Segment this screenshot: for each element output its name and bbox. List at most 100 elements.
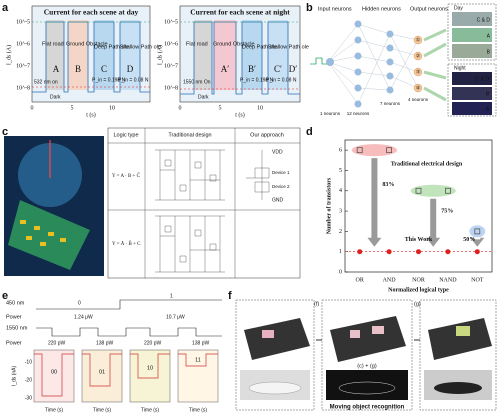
table-header: Our approach [250,132,284,138]
y-tick-label: 10^-8 [164,85,178,91]
panel-label: a [2,2,9,14]
frame-box [235,299,315,411]
layer-label: Hidden neurons [362,6,401,12]
point [474,249,480,255]
scene-letter: B′ [248,64,256,74]
power: 1.24 μW [74,314,93,320]
layer-label: Input neurons [318,6,352,12]
scene-band [268,20,288,90]
y-tick-label: -20 [25,377,32,383]
day-label: Day [454,5,463,11]
annotation: 50% [463,237,475,243]
class-arrows [423,28,447,102]
state: 1 [170,293,173,299]
point [415,187,422,194]
table-header: Logic type [113,132,138,138]
frame-tag: (g) [414,301,421,307]
scene-label: Flat road [42,41,64,47]
device-label: Device 1 [272,170,290,175]
row-label: Power [6,340,22,346]
scene-label: Flat road [186,41,208,47]
scene-letter: A [53,64,60,74]
plot-frame [344,139,493,273]
point [444,187,451,194]
point [445,249,451,255]
x-tick-label: 0 [179,105,182,111]
signal-1550 [36,327,222,337]
frame-box [321,299,413,411]
y-tick-label: 10^-8 [16,85,30,91]
day-box [447,3,497,61]
caption: Moving object recognition [330,405,405,411]
scene-band [46,20,64,90]
class-label: A′ [486,106,490,112]
logic-expression: Y = A · B + C̄ [112,173,141,179]
pixel-pattern [262,330,274,338]
highlight [469,225,486,238]
source-label: 532 nm on [34,79,58,85]
output-id: ① [416,37,421,43]
scene-label: Shallow Path ole [268,44,309,50]
y-axis-label: I_ds (A) [5,45,12,65]
source-label: 1550 nm On [183,79,211,85]
x-tick-label: NOR [412,277,425,283]
car [434,382,482,394]
input-pulse [310,57,328,65]
scene-label: Deep Path ole [242,44,277,50]
device-label: Device 2 [272,184,290,189]
class-label: B′ [486,91,490,97]
y-tick-label: 6 [339,148,342,154]
code: 00 [51,369,57,375]
output-neurons [413,35,423,93]
reduction-arrow [470,237,485,247]
code: 11 [195,357,201,363]
series-label: This Work [405,237,433,243]
scene-letter: D′ [289,64,297,74]
class-label: C′ & D′ [475,76,490,82]
point [386,147,393,154]
scene-band [194,20,212,90]
frame-box [419,299,497,411]
network-links [327,23,419,105]
x-tick-label: 5 [219,105,222,111]
device-label: VDD [272,149,283,155]
x-tick-label: OR [356,277,364,283]
x-tick-label: NOT [471,277,484,283]
power: 220 pW [144,340,162,346]
scene-image [452,28,492,42]
output-id: ② [416,53,421,59]
x-tick-label: NAND [439,277,457,283]
output-id: ④ [416,85,421,91]
scene-letter: C [101,64,107,74]
panel-e: e 450 nm Power 1550 nm Power 0 1 1.24 μW… [2,290,222,413]
panel-label: d [306,126,313,138]
dark-label: Dark [198,94,209,100]
panel-c: c Logic type Traditional design Our appr… [2,126,301,279]
scene-image [452,72,492,85]
x-tick-label: 0 [31,105,34,111]
x-tick-label: AND [383,277,397,283]
plot-title: Current for each scene at day [44,8,139,17]
pixel-array [244,318,310,360]
row-label: 450 nm [6,300,25,306]
scene-image [452,102,492,115]
y-tick-label: 3 [339,208,342,214]
row-label: Power [6,314,22,320]
y-axis-label: I_ds (nA) [11,366,17,387]
car-photo [326,370,408,400]
state: 0 [78,300,81,306]
point [356,147,363,154]
layer-count: 1 neurons [320,111,341,116]
y-tick-label: 10^-5 [16,19,30,25]
x-tick-label: 10 [109,105,115,111]
dark-label: Dark [50,94,61,100]
annotation: 83% [382,182,394,188]
scene-image [452,87,492,100]
night-box [447,63,497,117]
pixel-array [330,316,406,362]
y-tick-label: -10 [25,359,32,365]
power-label: P_in = 0.08 N [266,77,297,83]
y-tick-label: 2 [339,229,342,235]
